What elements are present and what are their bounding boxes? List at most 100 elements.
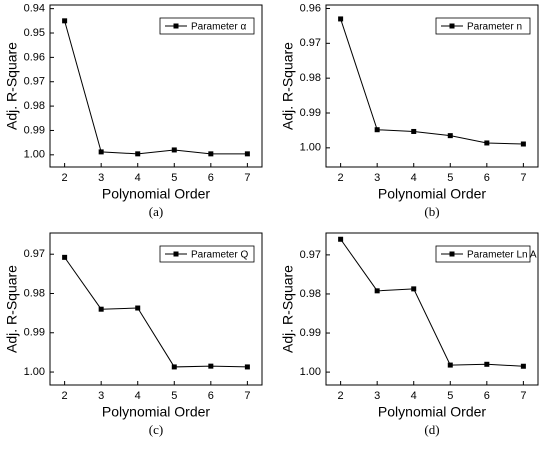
y-tick-label: 1.00 bbox=[300, 366, 321, 378]
x-tick-label: 7 bbox=[520, 390, 526, 402]
x-axis-label: Polynomial Order bbox=[378, 404, 486, 420]
x-tick-label: 3 bbox=[374, 390, 380, 402]
caption: (b) bbox=[424, 204, 439, 219]
y-tick-label: 1.00 bbox=[24, 149, 45, 161]
legend-label: Parameter n bbox=[467, 22, 522, 33]
x-axis-label: Polynomial Order bbox=[102, 186, 210, 202]
x-tick-label: 2 bbox=[338, 390, 344, 402]
y-axis-label: Adj. R-Square bbox=[4, 265, 20, 353]
legend-marker bbox=[173, 23, 179, 29]
data-point bbox=[338, 236, 344, 242]
y-tick-label: 0.96 bbox=[24, 51, 45, 63]
y-tick-label: 0.99 bbox=[24, 124, 45, 136]
y-tick-label: 0.98 bbox=[300, 72, 321, 84]
x-tick-label: 3 bbox=[98, 390, 104, 402]
data-point bbox=[484, 140, 490, 146]
x-tick-label: 4 bbox=[135, 390, 141, 402]
x-tick-label: 4 bbox=[411, 390, 417, 402]
x-tick-label: 6 bbox=[484, 172, 490, 184]
y-axis-label: Adj. R-Square bbox=[280, 42, 296, 130]
y-tick-label: 0.98 bbox=[24, 100, 45, 112]
plot-frame bbox=[325, 232, 539, 386]
y-tick-label: 0.99 bbox=[300, 107, 321, 119]
x-tick-label: 2 bbox=[62, 172, 68, 184]
data-point bbox=[62, 254, 68, 260]
x-tick-label: 6 bbox=[208, 172, 214, 184]
x-axis-label: Polynomial Order bbox=[102, 404, 210, 420]
plot-frame bbox=[49, 4, 263, 168]
caption: (d) bbox=[424, 422, 439, 437]
x-tick-label: 3 bbox=[98, 172, 104, 184]
data-point bbox=[98, 149, 104, 155]
x-tick-label: 6 bbox=[484, 390, 490, 402]
y-tick-label: 0.97 bbox=[24, 76, 45, 88]
legend-box bbox=[435, 17, 531, 35]
data-point bbox=[520, 141, 526, 147]
legend-box bbox=[159, 245, 255, 263]
legend-label: Parameter Q bbox=[191, 250, 248, 261]
caption: (a) bbox=[149, 204, 163, 219]
y-axis-label: Adj. R-Square bbox=[280, 265, 296, 353]
data-point bbox=[447, 133, 453, 139]
x-tick-label: 6 bbox=[208, 390, 214, 402]
data-point bbox=[135, 305, 141, 311]
data-point bbox=[411, 128, 417, 134]
legend-label: Parameter Ln A bbox=[467, 250, 537, 261]
x-tick-label: 4 bbox=[411, 172, 417, 184]
x-tick-label: 5 bbox=[447, 172, 453, 184]
plot-frame bbox=[49, 232, 263, 386]
data-point bbox=[62, 18, 68, 24]
data-point bbox=[208, 151, 214, 157]
x-tick-label: 7 bbox=[244, 172, 250, 184]
x-tick-label: 4 bbox=[135, 172, 141, 184]
y-tick-label: 0.97 bbox=[24, 248, 45, 260]
x-tick-label: 5 bbox=[171, 390, 177, 402]
legend-box bbox=[159, 17, 255, 35]
y-tick-label: 0.99 bbox=[300, 327, 321, 339]
y-tick-label: 0.99 bbox=[24, 327, 45, 339]
data-point bbox=[244, 151, 250, 157]
x-tick-label: 2 bbox=[338, 172, 344, 184]
legend-marker bbox=[449, 23, 455, 29]
y-tick-label: 0.94 bbox=[24, 3, 45, 15]
data-point bbox=[338, 16, 344, 22]
data-point bbox=[171, 364, 177, 370]
series-line bbox=[340, 18, 524, 145]
data-point bbox=[244, 364, 250, 370]
data-point bbox=[208, 363, 214, 369]
data-point bbox=[484, 361, 490, 367]
x-axis-label: Polynomial Order bbox=[378, 186, 486, 202]
y-axis-label: Adj. R-Square bbox=[4, 42, 20, 130]
y-tick-label: 1.00 bbox=[300, 142, 321, 154]
data-point bbox=[520, 363, 526, 369]
y-tick-label: 0.96 bbox=[300, 2, 321, 14]
x-tick-label: 5 bbox=[171, 172, 177, 184]
data-point bbox=[374, 127, 380, 133]
data-point bbox=[411, 286, 417, 292]
caption: (c) bbox=[149, 422, 163, 437]
legend-marker bbox=[449, 251, 455, 257]
x-tick-label: 5 bbox=[447, 390, 453, 402]
data-point bbox=[374, 288, 380, 294]
y-tick-label: 0.98 bbox=[300, 288, 321, 300]
y-tick-label: 0.97 bbox=[300, 37, 321, 49]
data-point bbox=[135, 151, 141, 157]
y-tick-label: 0.95 bbox=[24, 27, 45, 39]
data-point bbox=[447, 362, 453, 368]
x-tick-label: 7 bbox=[244, 390, 250, 402]
legend-marker bbox=[173, 251, 179, 257]
plot-frame bbox=[325, 4, 539, 168]
x-tick-label: 7 bbox=[520, 172, 526, 184]
y-tick-label: 0.98 bbox=[24, 287, 45, 299]
y-tick-label: 0.97 bbox=[300, 249, 321, 261]
y-tick-label: 1.00 bbox=[24, 366, 45, 378]
series-line bbox=[64, 20, 248, 155]
legend-label: Parameter α bbox=[191, 22, 246, 33]
series-line bbox=[340, 238, 524, 367]
data-point bbox=[98, 306, 104, 312]
legend-box bbox=[435, 245, 531, 263]
data-point bbox=[171, 147, 177, 153]
x-tick-label: 2 bbox=[62, 390, 68, 402]
series-line bbox=[64, 257, 248, 368]
